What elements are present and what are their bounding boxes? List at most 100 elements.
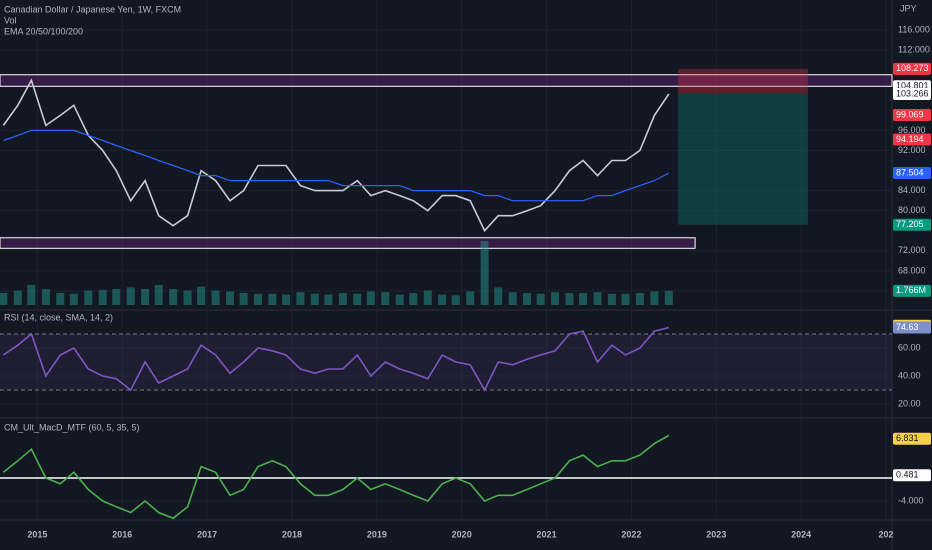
- price-label: 108.273: [896, 63, 929, 73]
- x-tick-label: 2024: [791, 529, 811, 539]
- ema-label: EMA 20/50/100/200: [4, 26, 83, 36]
- price-label-bg: [893, 109, 931, 122]
- volume-bar: [395, 294, 404, 305]
- price-label: 94.194: [896, 134, 924, 144]
- price-label: 99.069: [896, 109, 924, 119]
- volume-bar: [84, 290, 93, 305]
- x-tick-label: 2020: [452, 529, 472, 539]
- currency: JPY: [900, 3, 917, 13]
- price-label-bg: [893, 87, 931, 100]
- x-tick-label: 2019: [367, 529, 387, 539]
- volume-bar: [211, 290, 220, 305]
- volume-bar: [310, 293, 319, 305]
- price-label-bg: [893, 133, 931, 146]
- volume-bar: [41, 289, 50, 305]
- volume-bar: [438, 294, 447, 305]
- y-tick-label: 60.00: [898, 342, 921, 352]
- volume-bar: [381, 292, 390, 305]
- series-line: [2, 326, 669, 392]
- y-tick-label: 20.00: [898, 398, 921, 408]
- volume-bar: [635, 293, 644, 305]
- volume-bar: [239, 293, 248, 305]
- y-tick-label: 40.00: [898, 370, 921, 380]
- y-tick-label: 112.000: [898, 45, 930, 55]
- volume-bar: [126, 287, 135, 305]
- volume-bar: [366, 291, 375, 305]
- volume-bar: [197, 286, 206, 305]
- volume-bar: [523, 293, 532, 305]
- price-label: 6.831: [896, 433, 919, 443]
- volume-bar: [338, 293, 347, 305]
- volume-bar: [268, 293, 277, 305]
- macd-title: CM_Ult_MacD_MTF (60, 5, 35, 5): [4, 422, 140, 432]
- volume-bar: [98, 289, 107, 305]
- volume-bar: [154, 285, 163, 305]
- price-label-bg: [893, 284, 931, 297]
- price-label: 0.481: [896, 470, 919, 480]
- x-tick-label: 2022: [621, 529, 641, 539]
- volume-bar: [254, 293, 263, 305]
- marks: [0, 0, 893, 520]
- volume-bar: [621, 293, 630, 305]
- price-label-bg: [893, 167, 931, 180]
- price-label: 103.266: [896, 88, 929, 98]
- rsi-band: [0, 333, 892, 390]
- volume-bar: [169, 289, 178, 305]
- price-label: 87.504: [896, 167, 924, 177]
- price-label-bg: [893, 469, 931, 482]
- volume-bar: [494, 287, 503, 305]
- x-tick-label: 2018: [282, 529, 302, 539]
- y-tick-label: 80.000: [898, 205, 926, 215]
- volume-bar: [607, 293, 616, 305]
- price-label: 77.205: [896, 219, 924, 229]
- x-tick-label: 202: [879, 529, 894, 539]
- volume-bar: [480, 241, 489, 305]
- series-line: [3, 129, 670, 202]
- x-tick-label: 2016: [112, 529, 132, 539]
- y-tick-label: 92.000: [898, 145, 926, 155]
- volume-bar: [296, 292, 305, 305]
- y-tick-label: -4.000: [898, 495, 924, 505]
- y-tick-label: 116.000: [898, 24, 930, 34]
- series-line: [2, 78, 670, 233]
- zone: [0, 237, 696, 249]
- volume-bar: [112, 289, 121, 305]
- volume-bar: [27, 285, 36, 305]
- price-label-bg: [893, 321, 931, 334]
- price-label-bg: [893, 62, 931, 75]
- volume-bar: [650, 291, 659, 305]
- volume-bar: [0, 293, 8, 305]
- volume-bar: [141, 289, 150, 305]
- volume-bar: [593, 292, 602, 305]
- volume-bar: [664, 290, 673, 305]
- volume-bar: [282, 294, 291, 305]
- x-tick-label: 2017: [197, 529, 217, 539]
- zone: [678, 68, 808, 94]
- volume-bar: [551, 292, 560, 305]
- volume-bar: [183, 290, 192, 305]
- volume-bar: [579, 293, 588, 305]
- volume-bar: [69, 293, 78, 305]
- volume-bar: [466, 291, 475, 305]
- rsi-title: RSI (14, close, SMA, 14, 2): [4, 312, 113, 322]
- x-tick-label: 2023: [706, 529, 726, 539]
- zone: [678, 93, 808, 225]
- price-label-bg: [893, 218, 931, 231]
- volume-bar: [565, 293, 574, 305]
- y-tick-label: 84.000: [898, 185, 926, 195]
- vol-label: Vol: [4, 15, 17, 25]
- x-tick-label: 2021: [537, 529, 557, 539]
- symbol-title: Canadian Dollar / Japanese Yen, 1W, FXCM: [4, 4, 181, 14]
- y-tick-label: 96.000: [898, 125, 926, 135]
- volume-bar: [353, 293, 362, 305]
- y-tick-label: 72.000: [898, 245, 926, 255]
- volume-bar: [13, 290, 22, 305]
- price-label: 104.801: [896, 81, 929, 91]
- volume-bar: [324, 294, 333, 305]
- volume-bar: [423, 290, 432, 305]
- volume-bar: [508, 292, 517, 305]
- volume-bar: [536, 293, 545, 305]
